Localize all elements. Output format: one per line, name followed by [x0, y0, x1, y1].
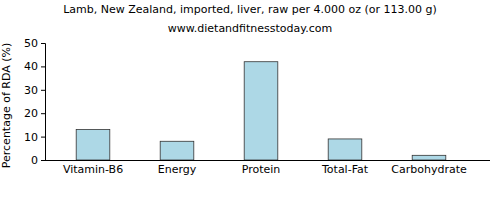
- x-axis: Vitamin-B6 Energy Protein Total-Fat Carbohyd…: [63, 160, 467, 176]
- y-axis: 0 10 20 30 40 50: [24, 37, 46, 167]
- y-tick-mark: [41, 66, 45, 67]
- y-tick-mark: [41, 137, 45, 138]
- y-tick: 20: [24, 107, 45, 120]
- x-tick: Carbohydrate: [391, 160, 467, 176]
- y-tick-label: 0: [31, 154, 38, 167]
- y-tick: 30: [24, 84, 45, 97]
- x-tick: Total-Fat: [321, 160, 369, 176]
- y-tick-label: 50: [24, 37, 38, 50]
- x-tick-label: Vitamin-B6: [63, 163, 123, 176]
- bar: [328, 139, 362, 160]
- y-tick-mark: [41, 113, 45, 114]
- chart: Lamb, New Zealand, imported, liver, raw …: [0, 0, 500, 200]
- bar: [160, 141, 194, 160]
- y-tick: 10: [24, 131, 45, 144]
- y-tick-label: 20: [24, 107, 38, 120]
- x-tick: Protein: [242, 160, 281, 176]
- x-tick: Vitamin-B6: [63, 160, 123, 176]
- y-tick-label: 30: [24, 84, 38, 97]
- x-tick-label: Carbohydrate: [391, 163, 467, 176]
- bar: [244, 62, 278, 160]
- y-tick-label: 40: [24, 60, 38, 73]
- x-tick: Energy: [158, 160, 197, 176]
- x-tick-label: Total-Fat: [321, 163, 369, 176]
- y-tick: 50: [24, 37, 45, 50]
- y-tick: 40: [24, 60, 45, 73]
- y-tick-label: 10: [24, 131, 38, 144]
- title: Lamb, New Zealand, imported, liver, raw …: [63, 3, 437, 16]
- y-tick-mark: [41, 90, 45, 91]
- x-tick-label: Protein: [242, 163, 281, 176]
- bars: [76, 62, 446, 160]
- y-tick-mark: [41, 43, 45, 44]
- x-axis-line: [45, 160, 490, 161]
- x-tick-label: Energy: [158, 163, 197, 176]
- y-tick-mark: [41, 160, 45, 161]
- y-axis-line: [41, 44, 46, 161]
- bar: [412, 155, 446, 160]
- y-axis-title: Percentage of RDA (%): [0, 43, 13, 168]
- bar: [76, 130, 110, 160]
- subtitle: www.dietandfitnesstoday.com: [168, 22, 332, 35]
- y-tick: 0: [31, 154, 45, 167]
